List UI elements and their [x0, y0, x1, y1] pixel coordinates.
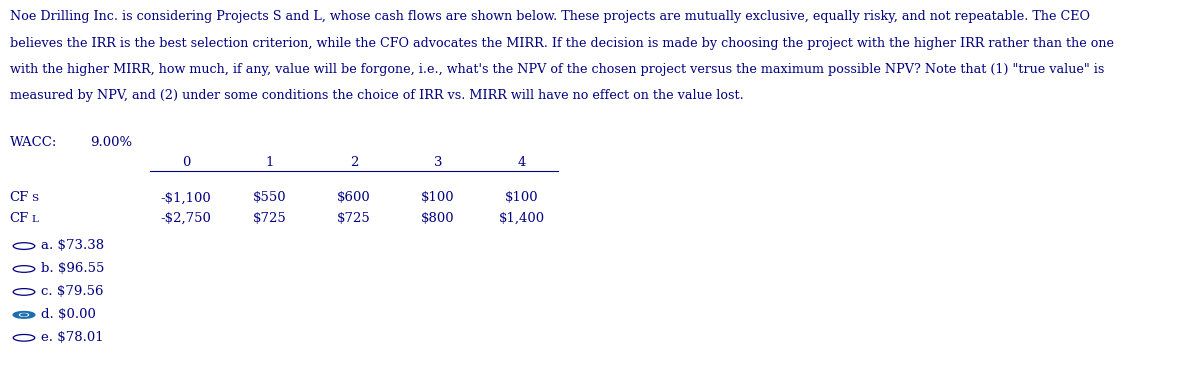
Text: CF: CF: [10, 191, 29, 204]
Text: 0: 0: [182, 156, 190, 169]
Text: believes the IRR is the best selection criterion, while the CFO advocates the MI: believes the IRR is the best selection c…: [10, 37, 1114, 50]
Text: L: L: [31, 215, 38, 223]
Text: measured by NPV, and (2) under some conditions the choice of IRR vs. MIRR will h: measured by NPV, and (2) under some cond…: [10, 89, 743, 102]
Text: c. $79.56: c. $79.56: [41, 285, 103, 298]
Text: S: S: [31, 194, 38, 203]
Text: $100: $100: [505, 191, 539, 204]
Text: -$1,100: -$1,100: [161, 191, 211, 204]
Text: $800: $800: [421, 212, 455, 225]
Text: 9.00%: 9.00%: [90, 136, 132, 149]
Text: CF: CF: [10, 212, 29, 225]
Text: 3: 3: [433, 156, 443, 169]
Text: $725: $725: [337, 212, 371, 225]
Text: 1: 1: [266, 156, 274, 169]
Text: 2: 2: [350, 156, 358, 169]
Text: a. $73.38: a. $73.38: [41, 239, 104, 252]
Text: Noe Drilling Inc. is considering Projects S and L, whose cash flows are shown be: Noe Drilling Inc. is considering Project…: [10, 10, 1090, 23]
Text: e. $78.01: e. $78.01: [41, 331, 103, 344]
Text: 4: 4: [518, 156, 526, 169]
Text: $1,400: $1,400: [499, 212, 545, 225]
Text: $550: $550: [253, 191, 287, 204]
Text: $600: $600: [337, 191, 371, 204]
Text: b. $96.55: b. $96.55: [41, 262, 104, 275]
Text: $100: $100: [421, 191, 455, 204]
Text: with the higher MIRR, how much, if any, value will be forgone, i.e., what's the : with the higher MIRR, how much, if any, …: [10, 63, 1104, 76]
Text: -$2,750: -$2,750: [161, 212, 211, 225]
Text: $725: $725: [253, 212, 287, 225]
Text: WACC:: WACC:: [10, 136, 56, 149]
Text: d. $0.00: d. $0.00: [41, 308, 96, 321]
